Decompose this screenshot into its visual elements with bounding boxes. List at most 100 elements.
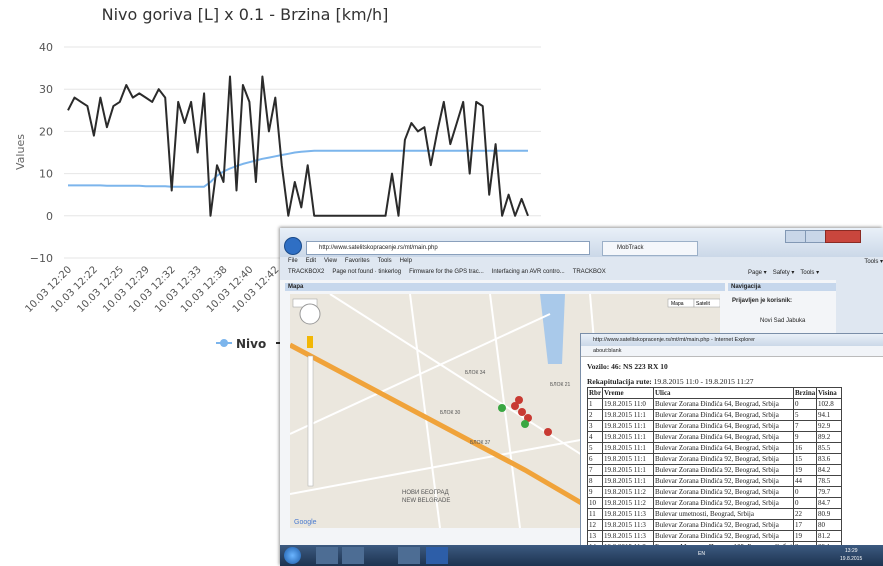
menu-item[interactable]: Favorites [344, 258, 370, 264]
user-name: Novi Sad Jabuka [760, 318, 806, 324]
table-cell: 78.5 [816, 475, 842, 487]
table-cell: 89.2 [816, 431, 842, 443]
tab[interactable]: MobTrack [602, 241, 698, 256]
table-header-cell: Visina [816, 387, 842, 399]
popup-address: about:blank [581, 346, 883, 357]
menu-bar: File Edit View Favorites Tools Help [288, 258, 420, 268]
table-cell: 13 [587, 530, 603, 542]
table-cell: 1 [587, 398, 603, 410]
table-cell: 19.8.2015 11:3 [602, 508, 654, 520]
table-cell: 19.8.2015 11:1 [602, 442, 654, 454]
clock-time: 13:29 [845, 548, 858, 554]
table-cell: Bulevar Zorana Đinđića 64, Beograd, Srbi… [653, 442, 794, 454]
popup-window: http://www.satelitskopracenje.rs/mt/mt/m… [580, 333, 883, 553]
popup-title: http://www.satelitskopracenje.rs/mt/mt/m… [581, 334, 883, 346]
map-label: БЛОК 34 [465, 370, 486, 376]
table-cell: 80.9 [816, 508, 842, 520]
close-button[interactable] [825, 230, 861, 243]
map-logo: Google [294, 519, 317, 526]
favorites-bar: TRACKBOX2 Page not found · tinkerlog Firmw… [288, 269, 614, 279]
route: 19.8.2015 11:0 - 19.8.2015 11:27 [653, 377, 754, 386]
command[interactable]: Safety ▾ [772, 270, 795, 276]
map-button[interactable]: Satelit [696, 301, 711, 307]
menu-item[interactable]: Help [399, 258, 412, 264]
table-cell: Bulevar Zorana Đinđića 92, Beograd, Srbi… [653, 519, 794, 531]
table-cell: 102.8 [816, 398, 842, 410]
start-button[interactable] [284, 547, 301, 564]
table-cell: 19.8.2015 11:1 [602, 475, 654, 487]
route-label: Rekapitulacija rute: [587, 377, 652, 386]
favorite[interactable]: TRACKBOX [572, 269, 606, 275]
language[interactable]: EN [698, 551, 705, 557]
map-label: БЛОК 37 [470, 440, 491, 446]
y-tick-label: 30 [39, 83, 53, 96]
y-tick-label: 20 [39, 125, 53, 138]
map-label: БЛОК 30 [440, 410, 461, 416]
table-cell: Bulevar Zorana Đinđića 92, Beograd, Srbi… [653, 497, 794, 509]
user-label: Prijavljen je korisnik: [732, 298, 793, 304]
map-label: НОВИ БЕОГРАД [402, 490, 449, 496]
table-cell: 19.8.2015 11:1 [602, 431, 654, 443]
taskbar: EN 13:29 19.8.2015 [280, 545, 883, 566]
table-cell: 9 [587, 486, 603, 498]
table-cell: 19.8.2015 11:0 [602, 398, 654, 410]
back-button[interactable] [284, 237, 302, 255]
table-row: 8 19.8.2015 11:1 Bulevar Zorana Đinđića 92… [587, 475, 842, 487]
favorite[interactable]: Page not found · tinkerlog [332, 269, 402, 275]
menu-item[interactable]: View [324, 258, 337, 264]
side-tools[interactable]: Tools ▾ [864, 259, 883, 265]
table-header: Rbr Vreme Ulica Brzina Visina [587, 387, 842, 399]
table-cell: 0 [793, 497, 817, 509]
command[interactable]: Tools ▾ [800, 270, 820, 276]
table-cell: 16 [793, 442, 817, 454]
table-header-cell: Rbr [587, 387, 603, 399]
menu-item[interactable]: Tools [377, 258, 392, 264]
table-cell: 19.8.2015 11:1 [602, 420, 654, 432]
table-cell: Bulevar Zorana Đinđića 92, Beograd, Srbi… [653, 475, 794, 487]
table-cell: 19.8.2015 11:2 [602, 486, 654, 498]
command[interactable]: Page ▾ [748, 270, 767, 276]
table-cell: 19.8.2015 11:1 [602, 453, 654, 465]
table-row: 2 19.8.2015 11:1 Bulevar Zorana Đinđića 64… [587, 409, 842, 421]
vehicle: Vozilo: 46: NS 223 RX 10 [587, 362, 668, 371]
browser-window: http://www.satelitskopracenje.rs/mt/main… [280, 228, 883, 566]
map-panel-header: Mapa [285, 283, 725, 291]
table-cell: Bulevar Zorana Đinđića 92, Beograd, Srbi… [653, 453, 794, 465]
y-tick-label: 10 [39, 168, 53, 181]
taskbar-app[interactable] [426, 547, 448, 564]
table-cell: 6 [587, 453, 603, 465]
map-button[interactable]: Mapa [671, 301, 684, 307]
address-bar[interactable]: http://www.satelitskopracenje.rs/mt/main… [306, 241, 590, 255]
table-cell: 94.1 [816, 409, 842, 421]
favorite[interactable]: Firmware for the GPS trac... [409, 269, 484, 275]
y-tick-label: 0 [46, 210, 53, 223]
table-cell: 11 [587, 508, 603, 520]
table-cell: 79.7 [816, 486, 842, 498]
taskbar-app[interactable] [398, 547, 420, 564]
table-cell: 19.8.2015 11:1 [602, 464, 654, 476]
table-row: 5 19.8.2015 11:1 Bulevar Zorana Đinđića 64… [587, 442, 842, 454]
x-tick-label: 10.03 12:42 [231, 264, 282, 315]
route-line: Rekapitulacija rute: 19.8.2015 11:0 - 19… [587, 377, 754, 386]
table-row: 9 19.8.2015 11:2 Bulevar Zorana Đinđića 92… [587, 486, 842, 498]
map-label: NEW BELGRADE [402, 498, 450, 504]
table-cell: Bulevar umetnosti, Beograd, Srbija [653, 508, 794, 520]
minimize-button[interactable] [785, 230, 807, 243]
table-cell: 2 [587, 409, 603, 421]
y-tick-label: −10 [30, 252, 53, 265]
favorite[interactable]: TRACKBOX2 [288, 269, 325, 275]
table-cell: 5 [587, 442, 603, 454]
table-cell: 84.2 [816, 464, 842, 476]
table-cell: 4 [587, 431, 603, 443]
table-row: 12 19.8.2015 11:3 Bulevar Zorana Đinđića 9… [587, 519, 842, 531]
maximize-button[interactable] [805, 230, 827, 243]
favorite[interactable]: Interfacing an AVR contro... [491, 269, 565, 275]
menu-item[interactable]: File [288, 258, 298, 264]
table-row: 3 19.8.2015 11:1 Bulevar Zorana Đinđića 64… [587, 420, 842, 432]
taskbar-app[interactable] [342, 547, 364, 564]
table-cell: 19 [793, 464, 817, 476]
taskbar-app[interactable] [316, 547, 338, 564]
menu-item[interactable]: Edit [305, 258, 317, 264]
